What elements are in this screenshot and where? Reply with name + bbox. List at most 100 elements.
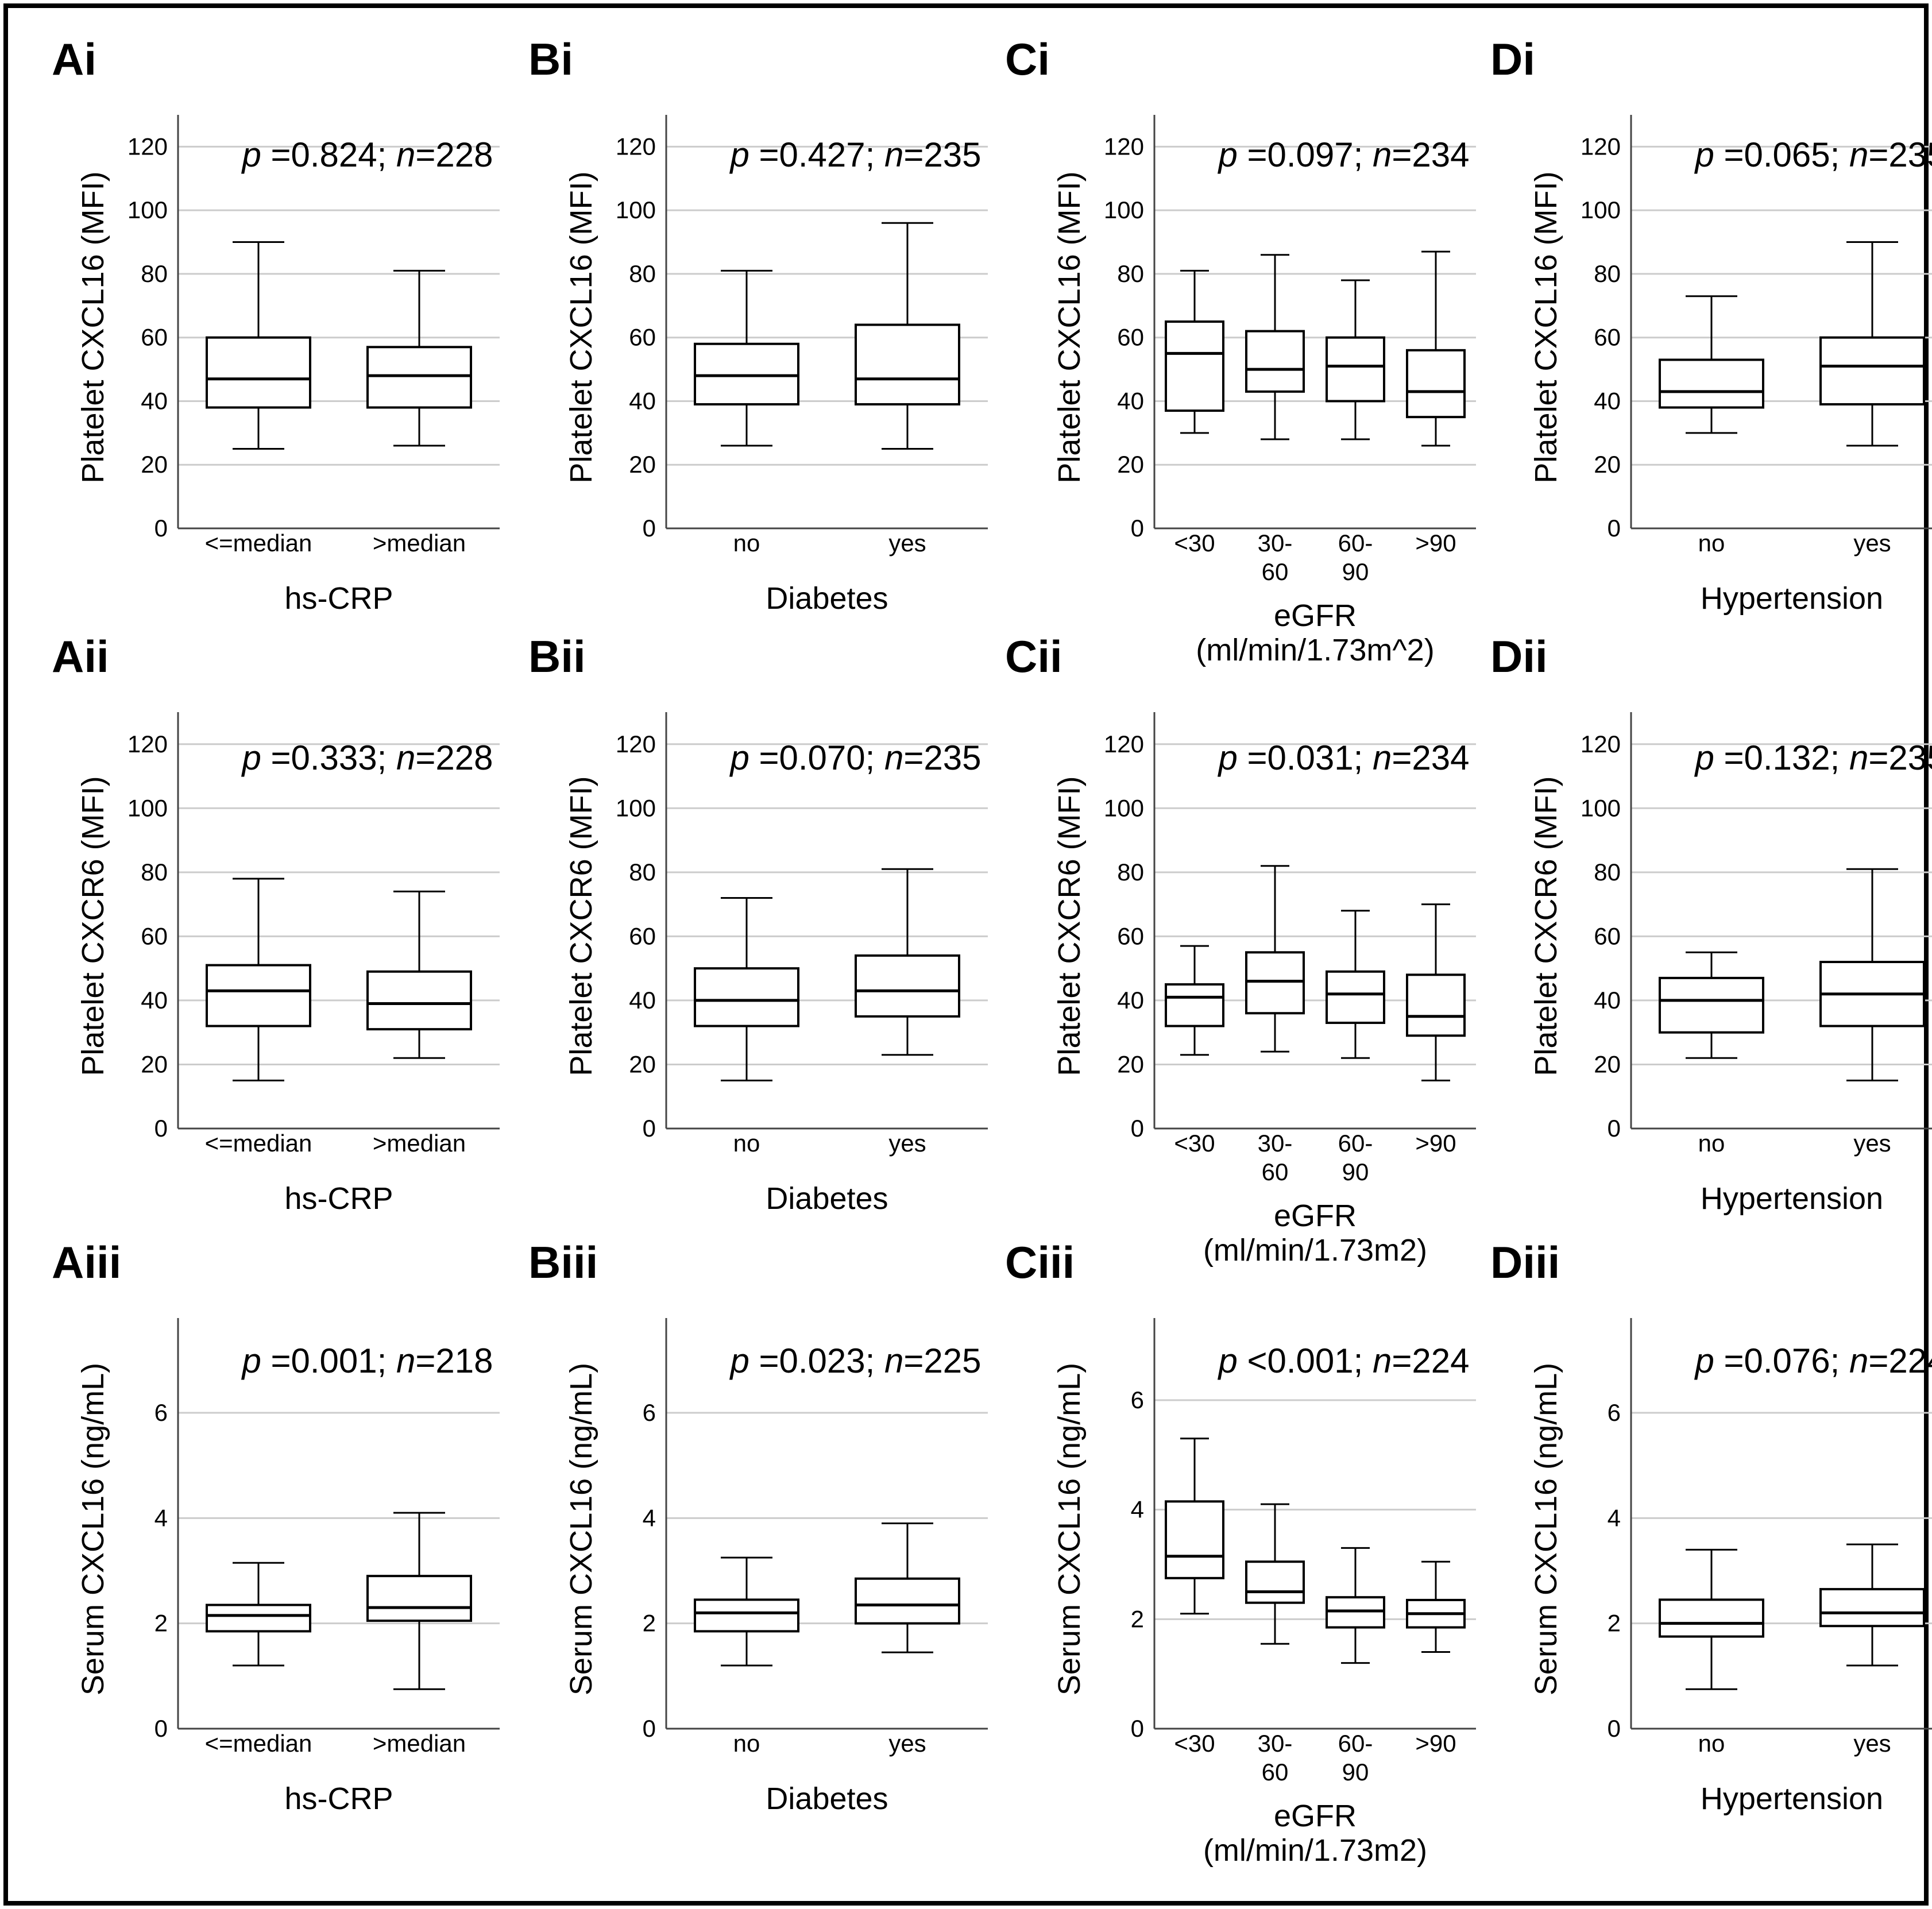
y-tick-label: 40 (629, 987, 656, 1014)
box-1 (855, 1522, 960, 1653)
stat-annotation: p =0.132; n=235 (1694, 739, 1932, 777)
stat-annotation: p =0.023; n=225 (729, 1342, 981, 1380)
y-axis-label: Serum CXCL16 (ng/mL) (1529, 1363, 1563, 1695)
box-3 (1406, 903, 1466, 1081)
y-tick-label: 20 (1117, 451, 1144, 478)
panel-label: Bi (528, 34, 573, 84)
stat-n-symbol: n (884, 136, 903, 174)
y-tick-label: 60 (141, 922, 168, 949)
y-tick-label: 40 (141, 987, 168, 1014)
stat-annotation: p =0.824; n=228 (241, 136, 493, 174)
box-1 (1819, 241, 1925, 447)
panel-label: Ai (52, 34, 96, 84)
x-category-label: yes (1853, 1730, 1891, 1757)
x-category-label: <=median (205, 1130, 312, 1157)
y-tick-label: 0 (1608, 1715, 1621, 1742)
y-tick-label: 40 (1117, 987, 1144, 1014)
y-tick-label: 2 (154, 1610, 168, 1637)
stat-annotation: p =0.065; n=235 (1694, 136, 1932, 174)
box-1 (1819, 1543, 1925, 1667)
iqr-box (1406, 349, 1466, 419)
y-axis-label: Platelet CXCL16 (MFI) (76, 171, 110, 483)
stat-n-value: =235 (1868, 136, 1932, 174)
y-tick-label: 0 (154, 1715, 168, 1742)
x-category-label: 60- (1338, 530, 1373, 557)
box-0 (1659, 1548, 1764, 1690)
iqr-box (366, 970, 472, 1031)
y-tick-label: 120 (616, 731, 656, 758)
x-category-label: 90 (1342, 1759, 1369, 1786)
x-axis-label: Hypertension (1701, 581, 1883, 616)
x-category-label: 30- (1258, 530, 1293, 557)
y-tick-label: 100 (127, 196, 168, 223)
stat-annotation: p =0.031; n=234 (1217, 739, 1469, 777)
box-0 (206, 241, 311, 450)
y-tick-label: 120 (1104, 133, 1144, 160)
x-axis-label: (ml/min/1.73m2) (1203, 1233, 1427, 1267)
stat-p-symbol: p (1694, 1342, 1714, 1380)
stat-p-symbol: p (1694, 739, 1714, 777)
y-tick-label: 60 (1594, 324, 1621, 351)
y-tick-label: 2 (643, 1610, 656, 1637)
box-1 (1245, 254, 1305, 440)
y-tick-label: 0 (1131, 1715, 1144, 1742)
stat-annotation: p =0.070; n=235 (729, 739, 981, 777)
y-tick-label: 0 (643, 515, 656, 542)
panel-Diii: Diii 0 2 4 6 Serum CXCL16 (ng/mL) p =0.076; n=… (1490, 1237, 1932, 1816)
iqr-box (1659, 358, 1764, 409)
x-axis-label: Diabetes (766, 1181, 888, 1216)
stat-n-value: =225 (903, 1342, 981, 1380)
stat-p-symbol: p (729, 1342, 749, 1380)
y-axis-label: Platelet CXCL16 (MFI) (1529, 171, 1563, 483)
stat-n-value: =234 (1392, 739, 1469, 777)
stat-p-value: =0.070; (749, 739, 884, 777)
stat-p-symbol: p (1217, 136, 1237, 174)
stat-p-value: =0.427; (749, 136, 884, 174)
panel-label: Aii (52, 631, 109, 682)
box-2 (1326, 279, 1385, 440)
stat-annotation: p =0.427; n=235 (729, 136, 981, 174)
iqr-box (694, 1598, 799, 1633)
stat-p-symbol: p (729, 739, 749, 777)
y-tick-label: 0 (1131, 515, 1144, 542)
x-category-label: no (1698, 1130, 1725, 1157)
x-category-label: 90 (1342, 558, 1369, 585)
stat-n-value: =228 (415, 739, 493, 777)
y-tick-label: 100 (127, 794, 168, 821)
stat-n-value: =235 (903, 739, 981, 777)
panel-label: Ciii (1005, 1237, 1075, 1288)
box-1 (1819, 868, 1925, 1081)
stat-n-symbol: n (884, 739, 903, 777)
y-tick-label: 20 (141, 451, 168, 478)
box-0 (694, 896, 799, 1081)
stat-n-symbol: n (396, 739, 415, 777)
x-category-label: 60 (1262, 1759, 1289, 1786)
stat-p-value: =0.001; (261, 1342, 396, 1380)
stat-n-symbol: n (1373, 136, 1392, 174)
y-tick-label: 40 (1117, 387, 1144, 414)
x-axis-label: eGFR (1274, 1799, 1357, 1833)
y-tick-label: 60 (1117, 324, 1144, 351)
stat-n-value: =224 (1392, 1342, 1469, 1380)
x-axis-label: eGFR (1274, 598, 1357, 633)
x-axis-label: Hypertension (1701, 1782, 1883, 1816)
y-axis-label: Serum CXCL16 (ng/mL) (564, 1363, 598, 1695)
y-tick-label: 80 (629, 859, 656, 886)
y-tick-label: 60 (1117, 922, 1144, 949)
y-tick-label: 40 (1594, 387, 1621, 414)
y-tick-label: 120 (127, 133, 168, 160)
x-category-label: 30- (1258, 1730, 1293, 1757)
panel-Cii: Cii 0 20 40 60 80 100 120 Platelet CXCR6 (MFI) p … (1005, 631, 1476, 1267)
y-tick-label: 2 (1608, 1610, 1621, 1637)
y-tick-label: 80 (1594, 859, 1621, 886)
y-tick-label: 40 (1594, 987, 1621, 1014)
stat-annotation: p =0.001; n=218 (241, 1342, 493, 1380)
panel-Bi: Bi 0 20 40 60 80 100 120 Platelet CXCL16 (MFI) p … (528, 34, 988, 616)
y-tick-label: 20 (629, 451, 656, 478)
y-tick-label: 6 (1131, 1386, 1144, 1413)
y-tick-label: 6 (643, 1399, 656, 1426)
y-axis-label: Serum CXCL16 (ng/mL) (76, 1363, 110, 1695)
box-1 (366, 1512, 472, 1690)
x-category-label: 30- (1258, 1130, 1293, 1157)
